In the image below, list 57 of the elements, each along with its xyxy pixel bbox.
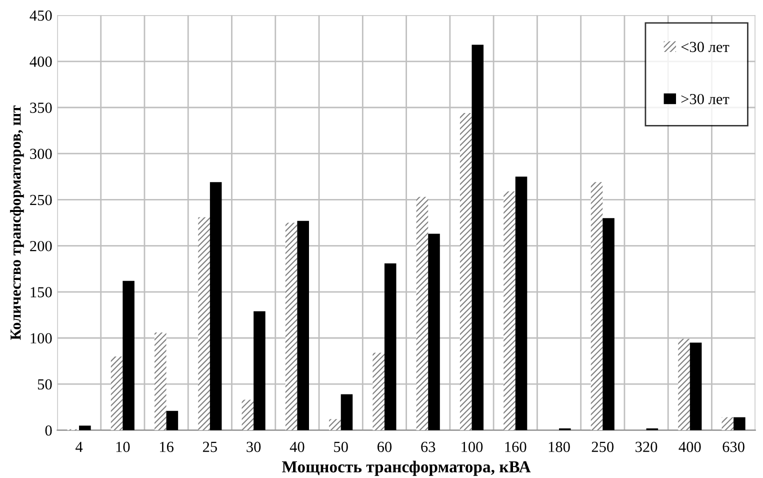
bar xyxy=(384,263,396,430)
bar xyxy=(285,222,298,430)
bar xyxy=(690,342,702,430)
x-tick-label: 60 xyxy=(378,442,392,452)
bar xyxy=(602,218,614,430)
x-tick-label: 100 xyxy=(462,442,483,452)
y-tick-label: 100 xyxy=(30,333,52,344)
bar xyxy=(460,113,472,430)
bar xyxy=(428,234,440,430)
x-tick-label: 320 xyxy=(636,442,658,452)
bar xyxy=(110,356,123,430)
bar xyxy=(198,217,210,430)
x-tick-label: 40 xyxy=(290,442,304,452)
y-tick-label: 50 xyxy=(38,379,52,390)
x-tick-label: 16 xyxy=(160,442,174,452)
x-tick-label: 180 xyxy=(548,442,570,452)
bar xyxy=(590,182,603,430)
bar xyxy=(329,419,341,430)
x-tick-label: 30 xyxy=(246,442,261,452)
x-tick-label: 630 xyxy=(722,442,744,452)
y-tick-label: 350 xyxy=(30,102,52,113)
x-tick-label: 10 xyxy=(116,442,130,452)
bar xyxy=(372,352,384,430)
y-tick-label: 300 xyxy=(30,148,52,160)
legend-label: <30 лет xyxy=(681,42,730,52)
bar xyxy=(297,220,309,430)
bar xyxy=(154,332,166,430)
y-tick-label: 250 xyxy=(30,194,52,206)
y-tick-label: 450 xyxy=(30,10,52,21)
y-tick-label: 150 xyxy=(30,287,52,298)
bar xyxy=(416,196,428,430)
bar xyxy=(722,417,734,430)
y-axis-title: Количество трансформаторов, шт xyxy=(10,106,24,340)
bar xyxy=(678,338,690,430)
x-tick-label: 160 xyxy=(505,442,526,452)
y-tick-label: 200 xyxy=(30,240,52,252)
y-tick-label: 0 xyxy=(45,425,52,436)
bar xyxy=(734,417,746,430)
bar xyxy=(210,182,222,430)
legend-label: >30 лет xyxy=(681,94,730,104)
x-tick-label: 4 xyxy=(76,442,83,452)
bar xyxy=(122,280,134,430)
x-tick-label: 400 xyxy=(678,442,701,452)
bar xyxy=(242,400,254,430)
x-tick-label: 50 xyxy=(334,442,348,452)
x-axis-title: Мощность трансформатора, кВА xyxy=(282,460,531,476)
x-tick-label: 63 xyxy=(421,442,436,452)
bar xyxy=(472,44,484,430)
x-tick-label: 25 xyxy=(202,442,217,452)
bar xyxy=(515,176,528,430)
bar xyxy=(340,394,353,430)
x-tick-label: 250 xyxy=(592,442,614,452)
bar xyxy=(254,311,266,430)
y-tick-label: 400 xyxy=(30,56,52,67)
bar xyxy=(166,410,178,430)
bar xyxy=(79,426,91,430)
bar xyxy=(504,191,516,430)
